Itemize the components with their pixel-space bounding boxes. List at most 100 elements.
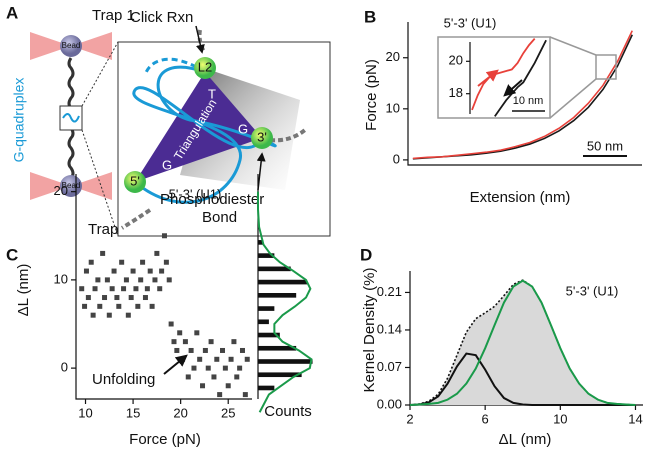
arrow [195,25,205,54]
point [111,268,117,274]
point [130,268,136,274]
point [119,259,125,265]
point [174,347,180,353]
y-axis-label: ΔL (nm) [15,264,32,317]
point [92,286,98,292]
x-tick-label: 10 [553,411,567,426]
click-label: Click Rxn [130,9,193,26]
y-tick-label: 20 [386,49,400,64]
point [222,365,228,371]
node-label: 5' [130,173,140,188]
zoom-box [595,54,617,80]
point [144,286,150,292]
node [124,171,146,193]
panel-label: B [364,7,376,26]
point [191,365,197,371]
fit-line [257,191,313,413]
hist-label: Counts [264,403,312,420]
zoom-line [81,129,119,237]
arrow [163,354,188,375]
point [140,259,146,265]
y-tick-label: 0.00 [377,396,402,411]
y-tick-label: 0 [393,151,400,166]
panel-label: C [6,245,18,264]
x-tick-label: 14 [628,411,642,426]
point [88,259,94,265]
point [109,286,115,292]
point [138,277,144,283]
density-line [409,352,636,406]
chart-title: 5'-3' (U1) [169,186,222,201]
hist-bar [258,240,264,245]
point [152,277,158,283]
point [208,339,214,345]
x-tick-label: 6 [482,411,489,426]
base-label: G [162,157,172,172]
y-tick-label: 18 [449,85,463,100]
point [202,347,208,353]
point [121,286,127,292]
chart-title: 5'-3' (U1) [444,15,497,30]
y-tick-label: 0 [61,360,68,375]
y-tick-label: 10 [386,100,400,115]
point [163,259,169,265]
point [237,365,243,371]
point [125,312,131,318]
arrow [477,69,499,87]
gq-small [62,113,80,123]
node [194,57,216,79]
hist-bar [258,266,291,272]
x-tick-label: 2 [406,411,413,426]
hist-bar [258,359,313,364]
point [135,303,141,309]
point [83,268,89,274]
point [211,374,217,380]
node-label: 3' [257,129,267,144]
point [171,339,177,345]
point [95,277,101,283]
arrow [503,79,523,97]
y-tick-label: 0.21 [377,284,402,299]
bond-label: Bond [202,209,237,226]
point [239,347,245,353]
hist-bar [258,279,308,285]
point [234,374,240,380]
hist-bar [258,319,269,325]
point [85,295,91,301]
base-label: G [238,121,248,136]
bead-label: Bead [62,181,81,190]
scale-bar-label: 50 nm [587,138,623,153]
point [159,268,165,274]
y-tick-label: 10 [54,271,68,286]
point [228,356,234,362]
arrow [256,152,266,191]
density-area [410,280,636,405]
x-axis-label: Force (pN) [129,431,201,448]
point [106,312,112,318]
point [161,233,167,239]
hist-bar [258,306,275,311]
bead-label: Bead [62,41,81,50]
y-tick-label: 0.07 [377,359,402,374]
point [116,303,122,309]
point [197,356,203,362]
point [157,286,163,292]
y-tick-label: 0.14 [377,321,402,336]
inset-line [494,39,547,117]
bond-label: Phosphodiester [160,191,264,208]
point [194,330,200,336]
point [177,330,183,336]
panel-label: D [360,245,372,264]
point [205,365,211,371]
point [97,303,103,309]
point [231,339,237,345]
hist-bar [258,345,297,351]
annotation: Unfolding [92,371,155,388]
point [242,392,248,398]
gq-label: G-quadruplex [11,78,27,163]
x-tick-label: 15 [126,405,140,420]
point [104,277,110,283]
hist-bar [258,372,302,378]
point [166,277,172,283]
